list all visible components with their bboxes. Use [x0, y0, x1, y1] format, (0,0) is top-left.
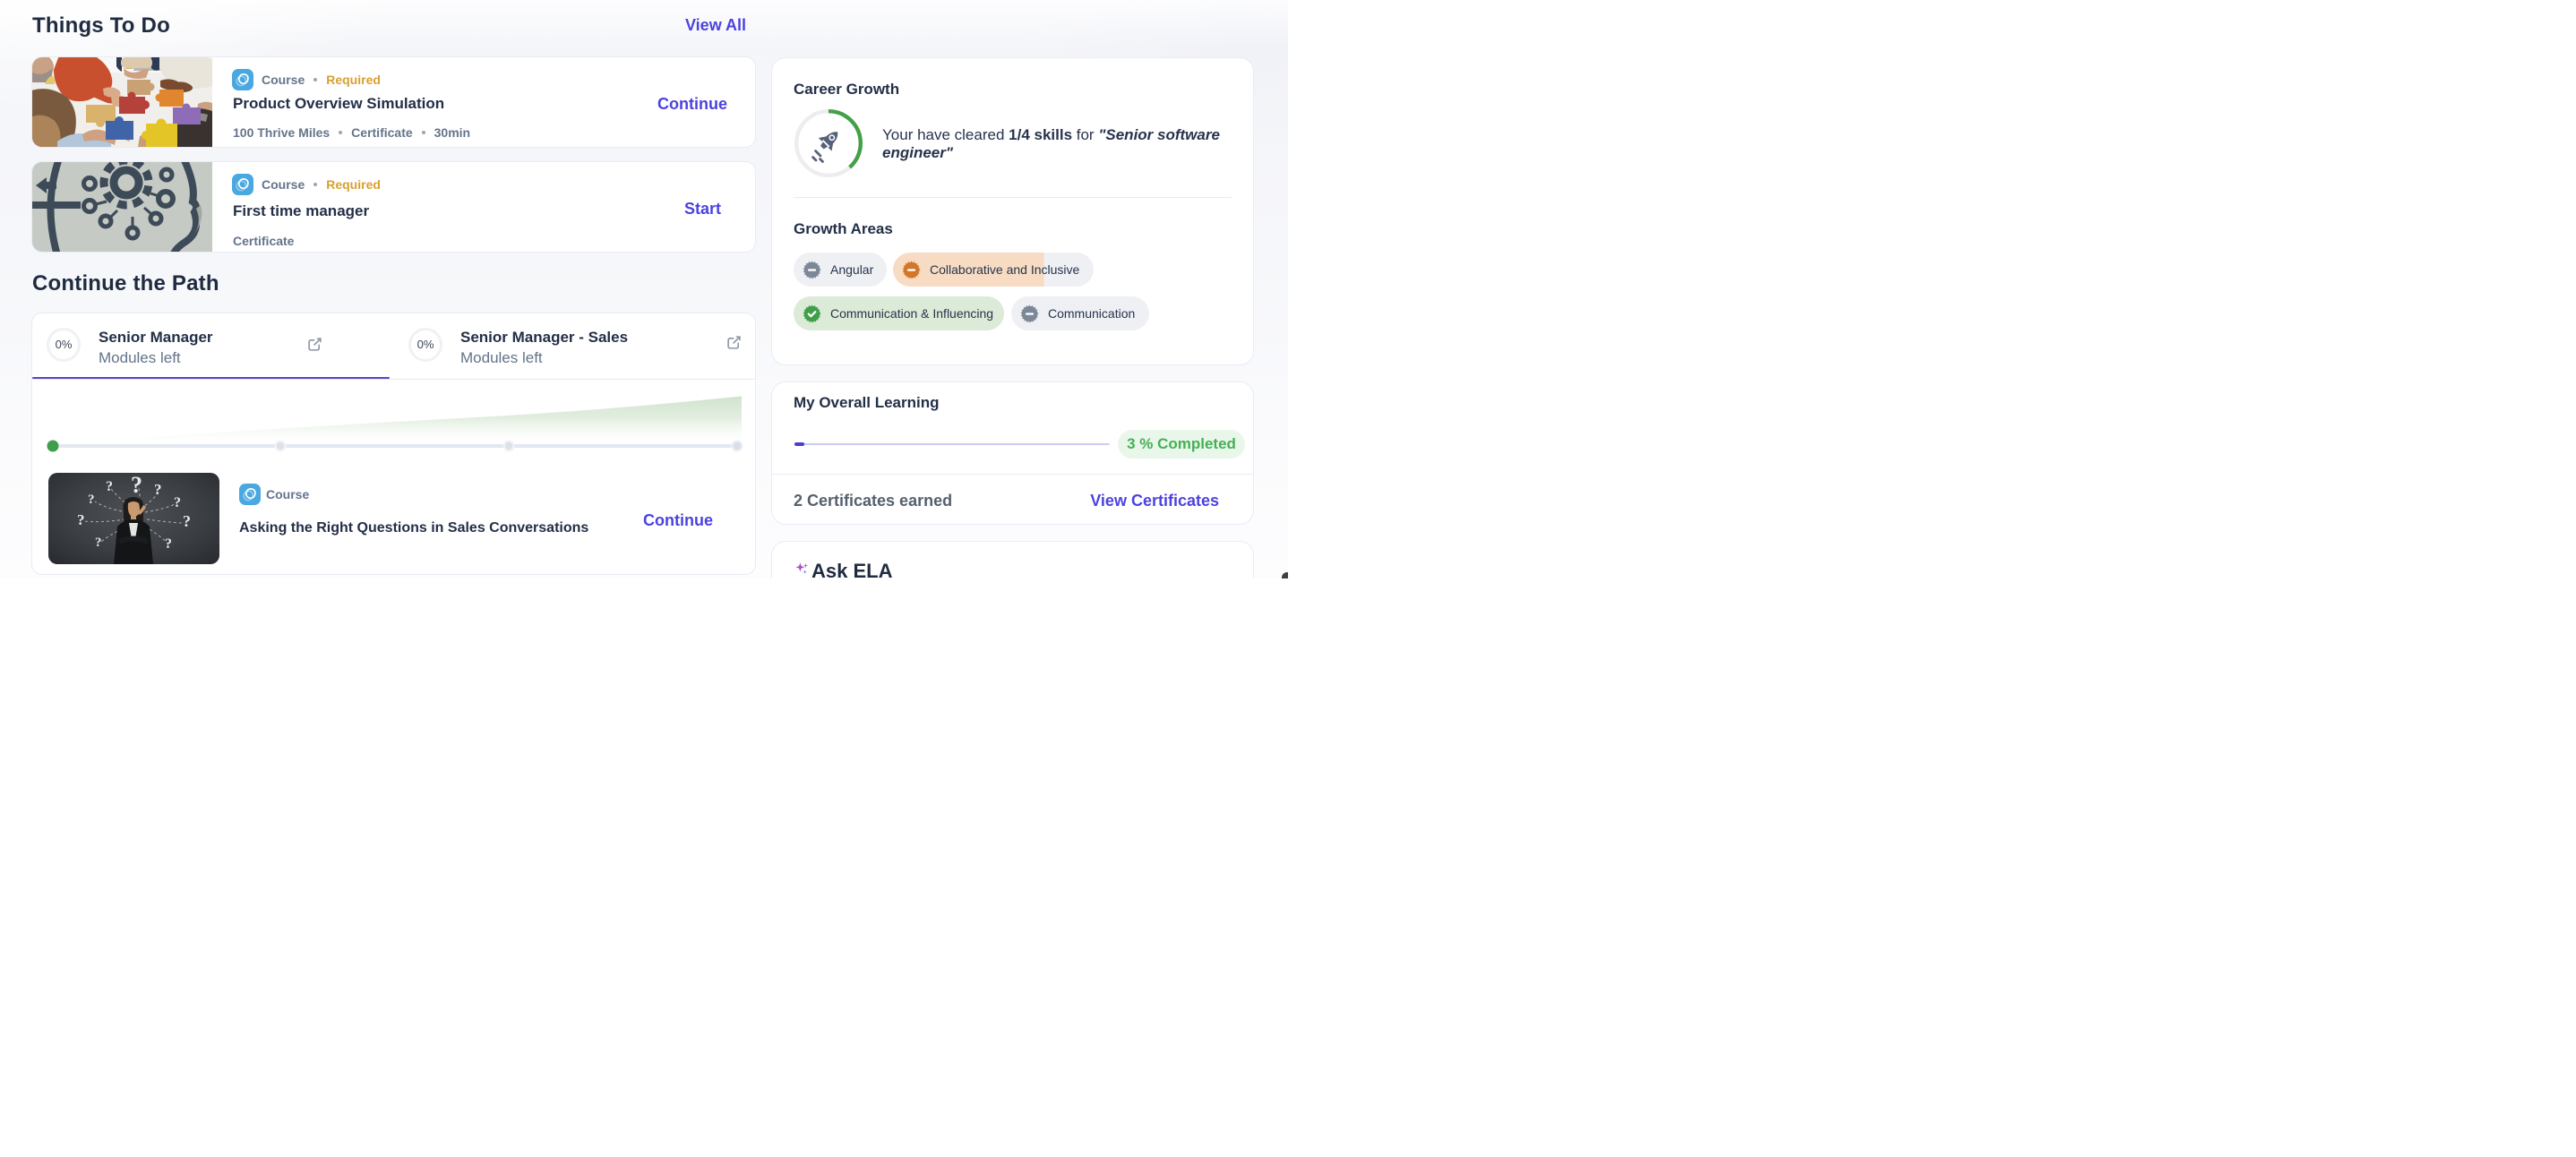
svg-text:?: ?	[165, 536, 172, 552]
svg-text:?: ?	[154, 481, 162, 498]
svg-text:?: ?	[95, 536, 102, 550]
svg-text:?: ?	[88, 493, 95, 507]
svg-text:?: ?	[131, 473, 142, 498]
svg-text:?: ?	[106, 479, 113, 494]
svg-text:?: ?	[174, 495, 181, 510]
svg-text:?: ?	[183, 512, 191, 530]
svg-text:?: ?	[77, 511, 85, 528]
